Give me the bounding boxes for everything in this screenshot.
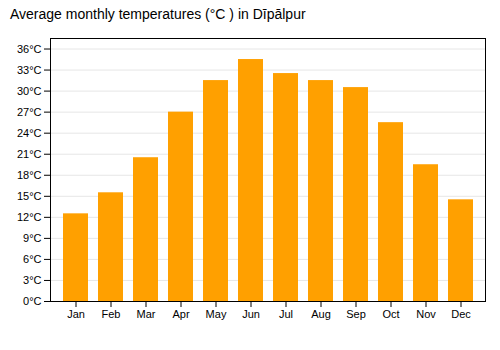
svg-text:36°C: 36°C xyxy=(17,43,42,55)
svg-text:0°C: 0°C xyxy=(23,295,42,307)
svg-text:Oct: Oct xyxy=(382,308,399,320)
svg-text:May: May xyxy=(206,308,227,320)
svg-text:Mar: Mar xyxy=(137,308,156,320)
svg-text:Dec: Dec xyxy=(451,308,471,320)
svg-text:Jul: Jul xyxy=(279,308,293,320)
svg-text:30°C: 30°C xyxy=(17,85,42,97)
svg-text:Jun: Jun xyxy=(242,308,260,320)
svg-text:21°C: 21°C xyxy=(17,148,42,160)
svg-text:27°C: 27°C xyxy=(17,106,42,118)
svg-text:Apr: Apr xyxy=(172,308,189,320)
html-text:Average monthly temperatures (: Average monthly temperatures (°C ) in Dī… xyxy=(10,6,306,22)
svg-text:15°C: 15°C xyxy=(17,190,42,202)
svg-text:24°C: 24°C xyxy=(17,127,42,139)
svg-text:Jan: Jan xyxy=(67,308,85,320)
svg-text:3°C: 3°C xyxy=(23,274,42,286)
svg-text:Aug: Aug xyxy=(311,308,331,320)
svg-text:9°C: 9°C xyxy=(23,232,42,244)
svg-text:Nov: Nov xyxy=(416,308,436,320)
svg-text:33°C: 33°C xyxy=(17,64,42,76)
svg-text:Sep: Sep xyxy=(346,308,366,320)
svg-text:12°C: 12°C xyxy=(17,211,42,223)
svg-text:6°C: 6°C xyxy=(23,253,42,265)
svg-text:Feb: Feb xyxy=(102,308,121,320)
svg-text:18°C: 18°C xyxy=(17,169,42,181)
